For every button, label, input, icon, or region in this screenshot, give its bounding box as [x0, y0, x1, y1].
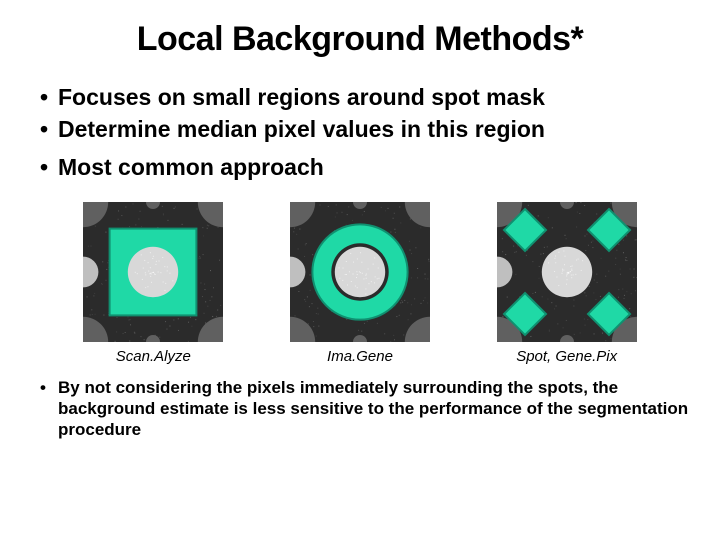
- bottom-bullets: By not considering the pixels immediatel…: [40, 377, 690, 441]
- figure-caption: Spot, Gene.Pix: [516, 348, 617, 365]
- bullet-item: Focuses on small regions around spot mas…: [40, 81, 690, 113]
- figure-spot-genepix: Spot, Gene.Pix: [497, 202, 637, 365]
- imagene-icon: [290, 202, 430, 342]
- figure-imagene: Ima.Gene: [290, 202, 430, 365]
- bullet-item: Most common approach: [40, 151, 690, 183]
- figure-caption: Ima.Gene: [327, 348, 393, 365]
- figure-scanalyze: Scan.Alyze: [83, 202, 223, 365]
- figures-row: Scan.Alyze Ima.Gene Spot, Gene.Pix: [30, 202, 690, 365]
- bullet-item: By not considering the pixels immediatel…: [40, 377, 690, 441]
- top-bullets: Focuses on small regions around spot mas…: [40, 81, 690, 184]
- figure-caption: Scan.Alyze: [116, 348, 191, 365]
- slide-title: Local Background Methods*: [30, 20, 690, 59]
- spot-genepix-icon: [497, 202, 637, 342]
- bullet-item: Determine median pixel values in this re…: [40, 113, 690, 145]
- scanalyze-icon: [83, 202, 223, 342]
